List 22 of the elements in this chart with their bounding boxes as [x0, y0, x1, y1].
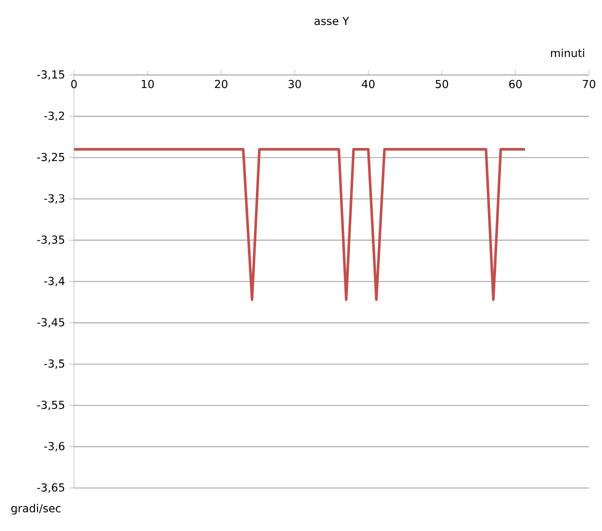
y-tick-label: -3,15: [37, 70, 64, 80]
x-tick-label: 30: [288, 80, 301, 88]
x-tick-label: 0: [71, 80, 77, 88]
y-tick-label: -3,35: [37, 235, 64, 245]
y-tick-label: -3,45: [37, 318, 64, 328]
y-tick-label: -3,65: [37, 483, 64, 493]
y-tick-label: -3,4: [44, 276, 65, 286]
x-tick-label: 20: [214, 80, 228, 88]
y-tick-label: -3,55: [37, 400, 64, 410]
chart-title: asse Y: [314, 16, 350, 26]
y-tick-label: -3,6: [44, 442, 64, 452]
x-tick-label: 50: [436, 80, 448, 88]
y-axis-title: gradi/sec: [11, 504, 61, 515]
x-tick-label: 10: [142, 80, 154, 88]
y-tick-label: -3,2: [44, 112, 64, 122]
x-tick-label: 60: [509, 80, 522, 88]
x-tick-label: 40: [362, 80, 375, 88]
y-tick-label: -3,5: [44, 359, 64, 369]
x-axis-title: minuti: [551, 48, 584, 58]
x-tick-label: 70: [582, 80, 596, 88]
y-tick-label: -3,25: [37, 152, 64, 162]
y-tick-label: -3,3: [44, 194, 64, 204]
